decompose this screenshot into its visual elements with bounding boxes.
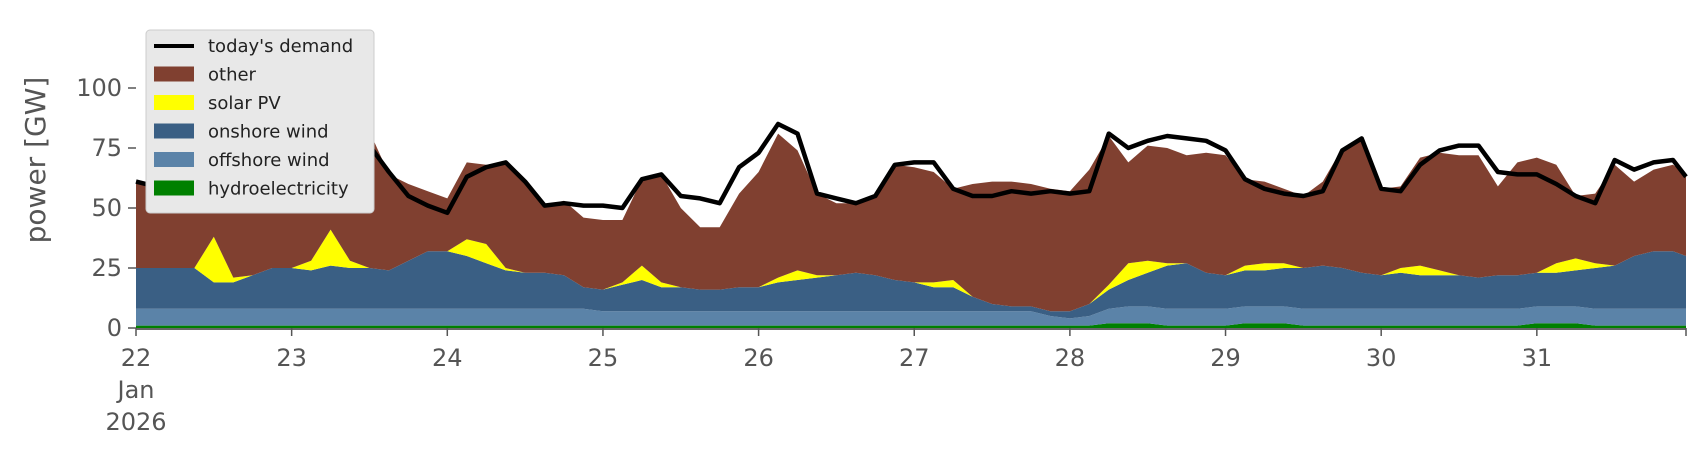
legend-swatch [154, 66, 194, 82]
legend-swatch [154, 180, 194, 196]
x-tick-label: 25 [588, 344, 619, 372]
legend-label: offshore wind [208, 150, 330, 171]
x-tick-label: 30 [1366, 344, 1397, 372]
legend-label: onshore wind [208, 122, 329, 143]
x-tick-label: 26 [743, 344, 774, 372]
legend-box [145, 29, 375, 214]
legend-label: today's demand [208, 36, 353, 57]
legend: today's demand other solar PV onshore wind o… [145, 29, 375, 214]
legend-swatch [154, 95, 194, 110]
y-tick-label: 50 [91, 194, 122, 222]
y-axis-label: power [GW] [19, 77, 52, 244]
y-tick-label: 75 [91, 134, 122, 162]
x-tick-label: 27 [899, 344, 930, 372]
x-tick-label: 24 [432, 344, 463, 372]
x-axis: 22 Jan 2026 23 24 25 26 27 28 29 30 31 [105, 328, 1687, 436]
y-tick-label: 0 [107, 314, 122, 342]
y-tick-label: 25 [91, 254, 122, 282]
x-tick-label: 28 [1055, 344, 1086, 372]
x-tick-label: 22 [121, 344, 152, 372]
y-tick-label: 100 [76, 74, 122, 102]
legend-label: other [208, 65, 257, 86]
area-series-group [136, 121, 1686, 328]
x-tick-sublabel: Jan [116, 376, 155, 404]
area-other [136, 121, 1686, 312]
x-tick-label: 29 [1210, 344, 1241, 372]
y-axis: 0 25 50 75 100 [76, 74, 136, 342]
legend-label: hydroelectricity [208, 179, 349, 200]
legend-swatch [154, 123, 194, 139]
legend-swatch [154, 152, 194, 167]
x-tick-label: 23 [276, 344, 307, 372]
x-tick-sublabel: 2026 [105, 408, 166, 436]
demand-line-group [135, 121, 1688, 216]
legend-label: solar PV [208, 93, 281, 114]
demand-line [135, 121, 1688, 216]
area-offshore-wind [136, 306, 1686, 326]
x-tick-label: 31 [1522, 344, 1553, 372]
